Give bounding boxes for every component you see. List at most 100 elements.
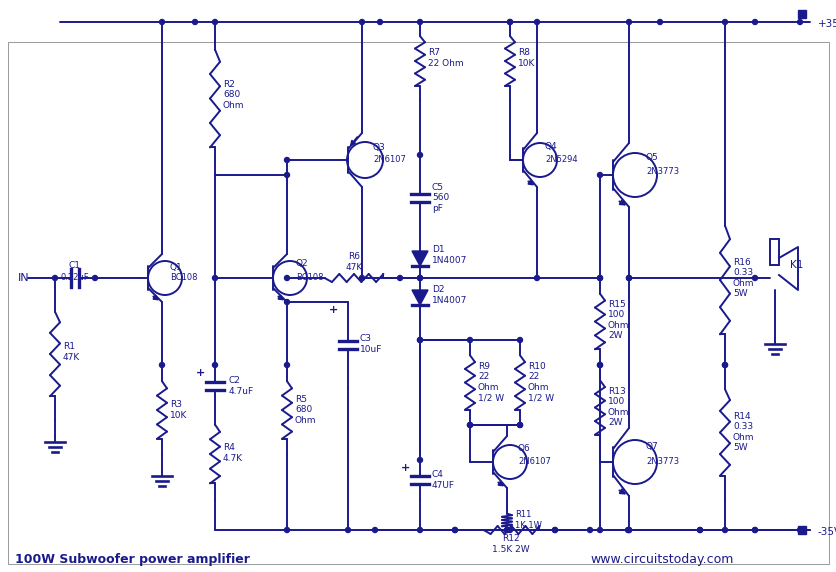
Text: K1: K1 <box>789 260 803 270</box>
Circle shape <box>657 19 662 25</box>
Circle shape <box>160 19 165 25</box>
Circle shape <box>345 527 350 533</box>
Circle shape <box>597 527 602 533</box>
Circle shape <box>417 276 422 280</box>
Text: 2N6107: 2N6107 <box>373 156 405 165</box>
Text: 2N5294: 2N5294 <box>544 156 577 165</box>
Circle shape <box>626 276 630 280</box>
Text: R1
47K: R1 47K <box>63 342 80 362</box>
Text: Q2: Q2 <box>296 260 308 268</box>
Text: R16
0.33
Ohm
5W: R16 0.33 Ohm 5W <box>732 258 753 298</box>
Circle shape <box>626 276 630 280</box>
Circle shape <box>797 19 802 25</box>
Text: C5
560
pF: C5 560 pF <box>431 183 449 213</box>
Circle shape <box>517 423 522 427</box>
Text: 2N3773: 2N3773 <box>645 458 678 467</box>
Text: R7
22 Ohm: R7 22 Ohm <box>427 48 463 67</box>
Text: www.circuitstoday.com: www.circuitstoday.com <box>589 554 732 566</box>
Circle shape <box>587 527 592 533</box>
Circle shape <box>517 423 522 427</box>
Text: R3
10K: R3 10K <box>170 400 187 420</box>
Circle shape <box>417 276 422 280</box>
Circle shape <box>504 527 509 533</box>
Circle shape <box>626 527 630 533</box>
Text: R2
680
Ohm: R2 680 Ohm <box>222 80 244 110</box>
Text: R4
4.7K: R4 4.7K <box>222 443 242 463</box>
Circle shape <box>467 423 472 427</box>
Circle shape <box>284 527 289 533</box>
Text: Q3: Q3 <box>373 144 385 153</box>
Circle shape <box>534 19 539 25</box>
Circle shape <box>160 363 165 367</box>
Circle shape <box>372 527 377 533</box>
Circle shape <box>721 363 726 367</box>
Circle shape <box>597 363 602 367</box>
Text: C2
4.7uF: C2 4.7uF <box>229 376 254 396</box>
Circle shape <box>752 527 757 533</box>
Circle shape <box>696 527 701 533</box>
Text: +: + <box>329 305 339 315</box>
Text: Q5: Q5 <box>645 153 658 162</box>
Circle shape <box>752 19 757 25</box>
Circle shape <box>597 173 602 177</box>
Circle shape <box>284 276 289 280</box>
Text: R10
22
Ohm
1/2 W: R10 22 Ohm 1/2 W <box>528 362 553 402</box>
Polygon shape <box>411 251 427 266</box>
Circle shape <box>417 337 422 343</box>
Circle shape <box>284 157 289 162</box>
Circle shape <box>797 527 802 533</box>
Text: R15
100
Ohm
2W: R15 100 Ohm 2W <box>607 300 629 340</box>
Bar <box>797 526 805 534</box>
Text: BC108: BC108 <box>296 273 323 283</box>
Circle shape <box>452 527 457 533</box>
Bar <box>769 239 778 265</box>
Circle shape <box>397 276 402 280</box>
Circle shape <box>534 276 539 280</box>
Circle shape <box>467 423 472 427</box>
Circle shape <box>192 19 197 25</box>
Text: IN: IN <box>18 273 29 283</box>
Text: +: + <box>196 368 206 378</box>
Text: Q1: Q1 <box>170 264 182 272</box>
Circle shape <box>517 337 522 343</box>
Circle shape <box>597 276 602 280</box>
Circle shape <box>597 276 602 280</box>
Text: -35V: -35V <box>817 527 836 537</box>
Text: 2N6107: 2N6107 <box>517 458 550 467</box>
Text: D1
1N4007: D1 1N4007 <box>431 245 466 265</box>
Circle shape <box>417 337 422 343</box>
Circle shape <box>284 300 289 304</box>
Circle shape <box>752 527 757 533</box>
Text: R13
100
Ohm
2W: R13 100 Ohm 2W <box>607 387 629 427</box>
Circle shape <box>626 19 630 25</box>
Circle shape <box>467 337 472 343</box>
Circle shape <box>552 527 557 533</box>
Circle shape <box>626 527 630 533</box>
Text: R8
10K: R8 10K <box>517 48 535 67</box>
Circle shape <box>359 19 364 25</box>
Circle shape <box>624 527 630 533</box>
Circle shape <box>721 19 726 25</box>
Polygon shape <box>411 290 427 305</box>
Circle shape <box>721 363 726 367</box>
Text: R6
47K: R6 47K <box>345 252 362 272</box>
Text: 100W Subwoofer power amplifier: 100W Subwoofer power amplifier <box>15 554 250 566</box>
Circle shape <box>212 19 217 25</box>
Text: Q4: Q4 <box>544 142 557 152</box>
Text: R5
680
Ohm: R5 680 Ohm <box>294 395 316 425</box>
Text: +: + <box>401 463 410 473</box>
Circle shape <box>721 527 726 533</box>
Circle shape <box>359 276 364 280</box>
Circle shape <box>507 19 512 25</box>
Text: Q7: Q7 <box>645 443 658 451</box>
Text: R11
1K 1W: R11 1K 1W <box>514 510 541 530</box>
Text: BC108: BC108 <box>170 273 197 283</box>
Circle shape <box>93 276 97 280</box>
Text: +35V: +35V <box>817 19 836 29</box>
Circle shape <box>53 276 58 280</box>
Text: 0.22uF: 0.22uF <box>61 273 89 283</box>
Circle shape <box>597 363 602 367</box>
Text: 2N3773: 2N3773 <box>645 168 678 177</box>
Circle shape <box>504 527 509 533</box>
Circle shape <box>212 276 217 280</box>
